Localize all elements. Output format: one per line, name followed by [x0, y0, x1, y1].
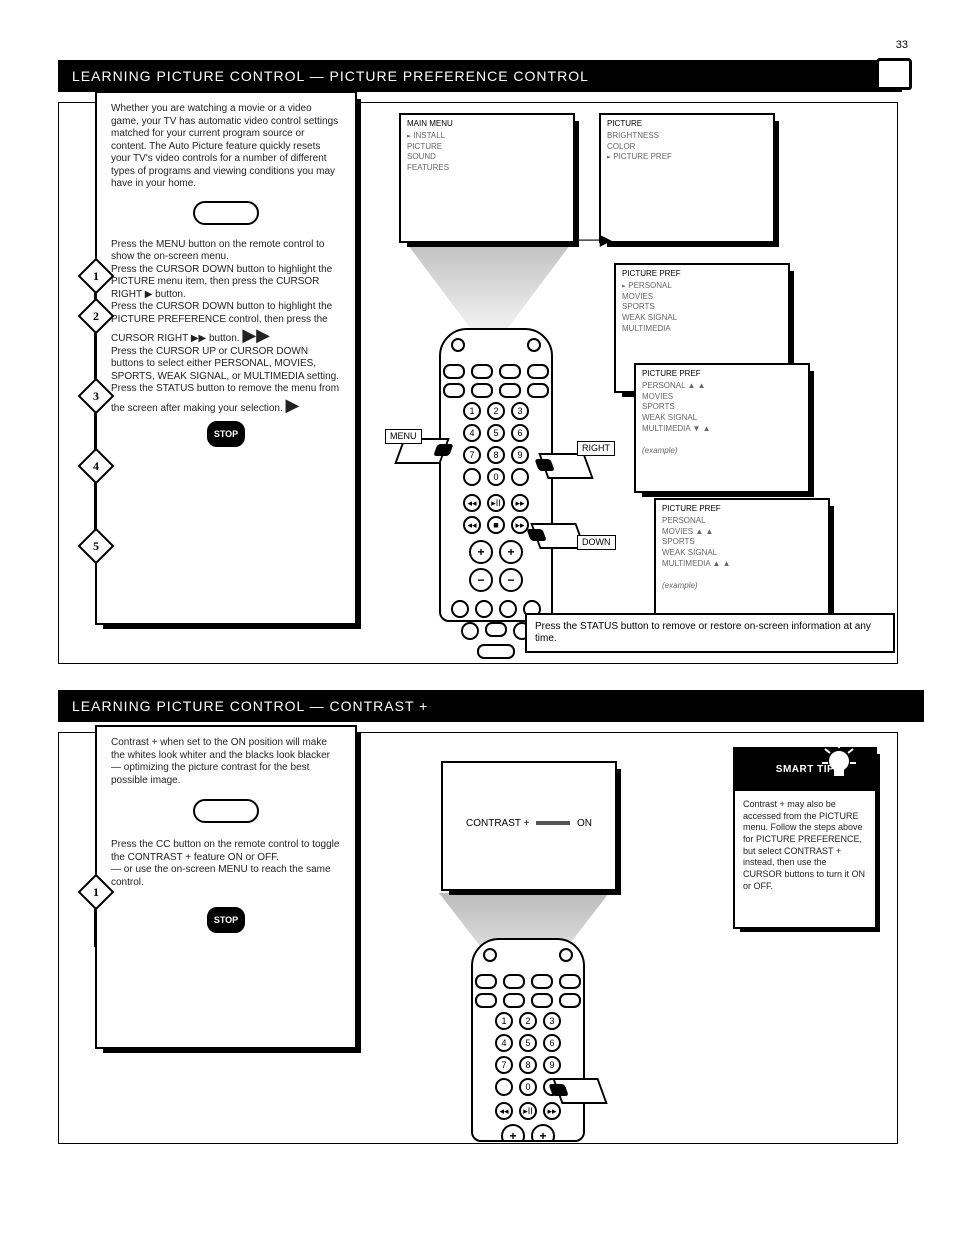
step-5-text: Press the STATUS button to remove the me… [97, 383, 355, 415]
page-number: 33 [896, 40, 908, 51]
remote-control-b: 123 456 789 0 ◂◂▸II▸▸ ++ [471, 938, 585, 1142]
screen-main-menu: MAIN MENU ▸ INSTALL PICTURE SOUND FEATUR… [399, 113, 575, 243]
section-a-title-bar: LEARNING PICTURE CONTROL — PICTURE PREFE… [58, 60, 886, 92]
pointing-hand-b [552, 1078, 607, 1104]
remote-label-menu: MENU [385, 429, 422, 444]
lightbulb-icon [819, 739, 859, 779]
stop-badge-b: STOP [207, 907, 245, 933]
status-note-a: Press the STATUS button to remove or res… [525, 613, 895, 653]
section-a-panel: Whether you are watching a movie or a vi… [58, 102, 898, 664]
screen-main-rows: ▸ INSTALL PICTURE SOUND FEATURES [401, 131, 573, 174]
card-b-intro: Contrast + when set to the ON position w… [97, 727, 355, 787]
screen-pref-3: PICTURE PREF PERSONAL MOVIES ▲ ▲ SPORTS … [654, 498, 830, 628]
section-b-title-bar: LEARNING PICTURE CONTROL — CONTRAST + [58, 690, 924, 722]
remote-label-down: DOWN [577, 535, 616, 550]
step-marker-5: 5 [78, 528, 115, 565]
card-a-intro: Whether you are watching a movie or a vi… [97, 93, 355, 191]
section-b-card: Contrast + when set to the ON position w… [95, 725, 357, 1049]
remote-label-right: RIGHT [577, 441, 615, 456]
section-a-card: Whether you are watching a movie or a vi… [95, 91, 357, 625]
arrow-right-icon: ──▶ [577, 233, 612, 249]
pointing-hand-right [538, 453, 593, 479]
manual-page: LEARNING PICTURE CONTROL — PICTURE PREFE… [0, 0, 954, 1235]
card-b-pill [193, 799, 259, 823]
step-b2: — or use the on-screen MENU to reach the… [97, 864, 355, 889]
step-b1: Press the CC button on the remote contro… [97, 839, 355, 864]
stop-badge-a: STOP [207, 421, 245, 447]
step-4-text: Press the CURSOR UP or CURSOR DOWN butto… [97, 346, 355, 384]
section-b-title: LEARNING PICTURE CONTROL — CONTRAST + [72, 698, 428, 714]
screen-pref-2: PICTURE PREF PERSONAL ▲ ▲ MOVIES SPORTS … [634, 363, 810, 493]
tip-body: Contrast + may also be accessed from the… [735, 791, 875, 901]
step-2-text: Press the CURSOR DOWN button to highligh… [97, 264, 355, 302]
section-a-title: LEARNING PICTURE CONTROL — PICTURE PREFE… [72, 68, 589, 84]
screen-contrast: CONTRAST + ON [441, 761, 617, 891]
section-b-panel: Contrast + when set to the ON position w… [58, 732, 898, 1144]
step-3-text: Press the CURSOR DOWN button to highligh… [97, 301, 355, 346]
step-1-text: Press the MENU button on the remote cont… [97, 239, 355, 264]
screen-picture: PICTURE BRIGHTNESS COLOR ▸ PICTURE PREF [599, 113, 775, 243]
remote-control-a: 123 456 789 0 ◂◂▸II▸▸ ◂◂■▸▸ ++ −− [439, 328, 553, 622]
step-marker-4: 4 [78, 448, 115, 485]
play-icon: ▶ [286, 395, 300, 415]
card-a-pill [193, 201, 259, 225]
ffwd-icon: ▶▶ [242, 325, 270, 345]
tv-icon [876, 58, 912, 90]
